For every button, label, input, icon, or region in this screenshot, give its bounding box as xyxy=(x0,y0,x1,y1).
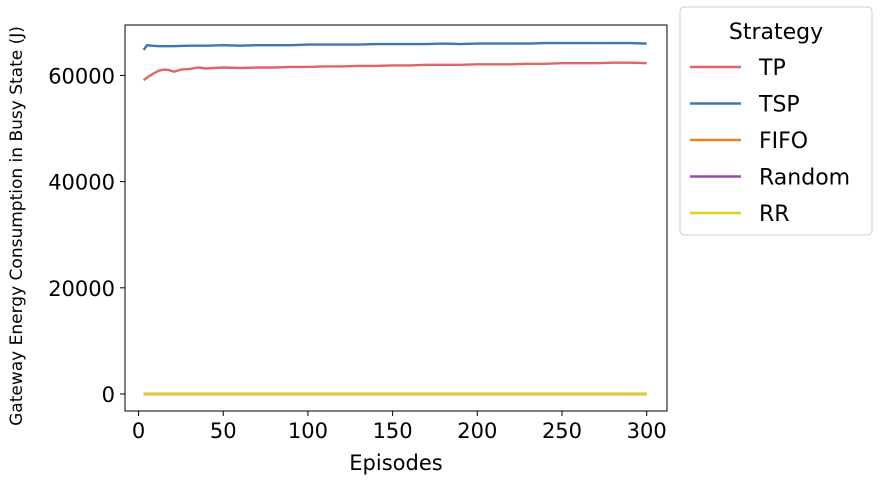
y-tick-label: 40000 xyxy=(48,171,115,195)
x-tick-label: 300 xyxy=(627,419,667,443)
x-tick-label: 200 xyxy=(457,419,497,443)
legend-label-rr: RR xyxy=(759,202,790,227)
legend-items: TP TSP FIFO Random RR xyxy=(690,56,850,227)
legend-label-tp: TP xyxy=(758,56,786,81)
y-axis: 0 20000 40000 60000 xyxy=(48,64,125,407)
x-tick-label: 50 xyxy=(210,419,237,443)
series-line-tsp xyxy=(142,41,647,51)
x-axis: 0 50 100 150 200 250 300 xyxy=(132,411,667,443)
x-tick-label: 150 xyxy=(373,419,413,443)
x-tick-label: 250 xyxy=(542,419,582,443)
legend-box xyxy=(679,6,873,236)
plot-frame xyxy=(124,24,668,412)
x-tick-label: 0 xyxy=(132,419,145,443)
y-axis-title: Gateway Energy Consumption in Busy State… xyxy=(7,26,27,426)
legend-title: Strategy xyxy=(729,20,823,45)
y-tick-label: 0 xyxy=(102,383,115,407)
plot-area xyxy=(142,41,647,396)
legend-label-random: Random xyxy=(759,166,850,191)
legend-label-tsp: TSP xyxy=(758,93,800,118)
y-tick-label: 60000 xyxy=(48,64,115,88)
x-tick-label: 100 xyxy=(288,419,328,443)
legend-label-fifo: FIFO xyxy=(759,129,808,154)
x-axis-title: Episodes xyxy=(349,451,442,475)
series-line-tp xyxy=(142,61,647,82)
legend: Strategy TP TSP FIFO Random RR xyxy=(679,6,873,236)
y-tick-label: 20000 xyxy=(48,277,115,301)
